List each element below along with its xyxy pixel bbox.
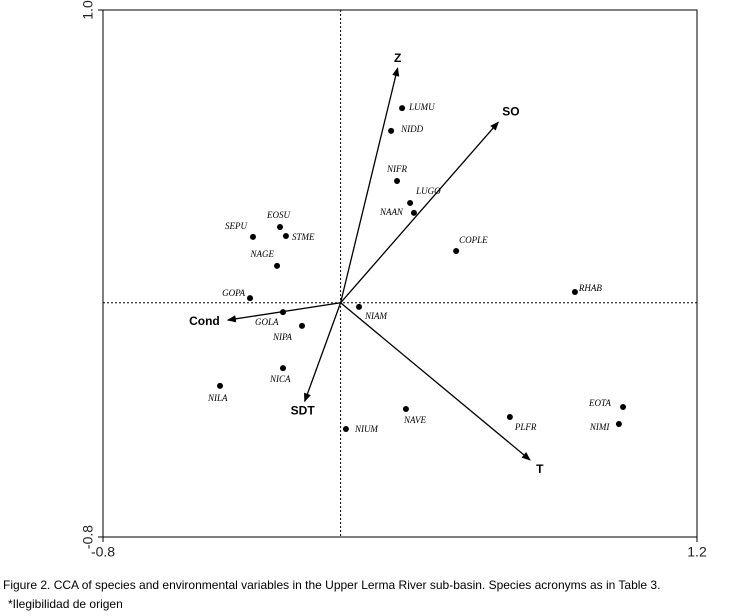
species-label: STME: [292, 232, 315, 242]
species-point: [356, 303, 363, 310]
species-label: GOLA: [255, 317, 279, 327]
species-label: SEPU: [225, 221, 247, 231]
species-point: [279, 365, 286, 372]
species-label: NICA: [269, 374, 291, 384]
species-label: PLFR: [514, 422, 537, 432]
plot-frame: [102, 9, 698, 538]
vector-label: Z: [394, 51, 401, 65]
species-label: NAGE: [250, 249, 275, 259]
species-point: [274, 262, 281, 269]
species-point: [410, 209, 417, 216]
y-tick-label: -0.8: [80, 525, 96, 549]
vector-arrow: [304, 302, 342, 403]
species-point: [388, 127, 395, 134]
species-point: [620, 404, 627, 411]
species-label: NAAN: [379, 207, 404, 217]
species-point: [277, 223, 284, 230]
species-point: [247, 295, 254, 302]
species-point: [453, 247, 460, 254]
species-label: NIFR: [386, 164, 407, 174]
x-tick-label: 1.2: [687, 544, 707, 560]
species-label: NIDD: [400, 124, 423, 134]
vector-arrow: [226, 302, 341, 323]
caption: Figure 2. CCA of species and environment…: [3, 578, 660, 592]
species-label: EOTA: [588, 398, 611, 408]
vector-arrow: [339, 67, 400, 303]
species-point: [342, 425, 349, 432]
species-label: NIUM: [354, 424, 378, 434]
vector-arrow: [340, 302, 531, 461]
species-point: [399, 105, 406, 112]
species-point: [298, 322, 305, 329]
note: *Ilegibilidad de origen: [8, 597, 123, 611]
species-point: [615, 420, 622, 427]
species-point: [282, 233, 289, 240]
species-label: NILA: [207, 393, 228, 403]
species-label: NIAM: [364, 311, 387, 321]
species-label: NIMI: [589, 422, 610, 432]
vector-label: SDT: [291, 404, 316, 418]
vector-label: Cond: [189, 314, 220, 328]
species-label: LUMU: [408, 102, 435, 112]
vector-arrow: [340, 121, 499, 304]
species-label: RHAB: [578, 283, 602, 293]
species-point: [571, 288, 578, 295]
vector-label: SO: [502, 104, 519, 118]
species-point: [506, 413, 513, 420]
y-tick-label: 1.0: [80, 0, 96, 20]
species-label: GOPA: [222, 288, 245, 298]
species-label: NIPA: [272, 332, 292, 342]
species-label: LUGO: [415, 186, 441, 196]
species-point: [249, 233, 256, 240]
x-tick-label: -0.8: [91, 544, 115, 560]
species-point: [407, 199, 414, 206]
vector-label: T: [536, 462, 544, 476]
species-label: EOSU: [266, 210, 290, 220]
species-point: [402, 406, 409, 413]
species-point: [217, 382, 224, 389]
species-label: COPLE: [459, 235, 488, 245]
species-point: [394, 177, 401, 184]
species-label: NAVE: [403, 415, 427, 425]
